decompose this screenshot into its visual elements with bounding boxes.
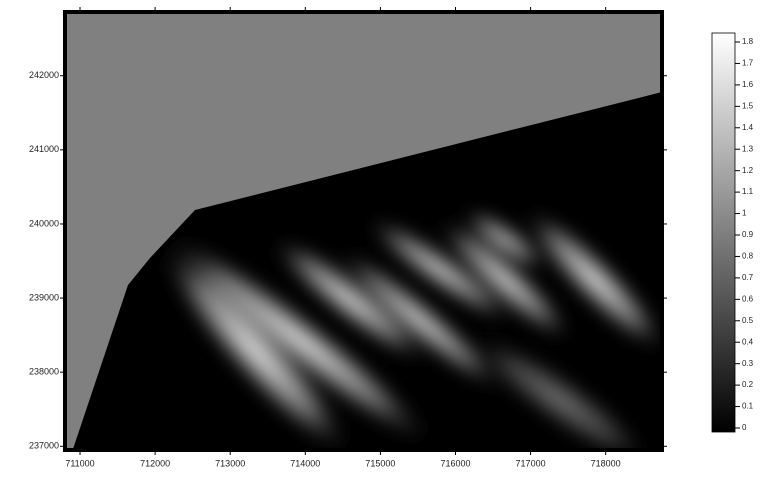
chart: 711000 712000 713000 714000 715000 716000 7170… — [0, 0, 765, 480]
x-tick-label: 716000 — [440, 458, 470, 468]
colorbar-tick-label: 0.5 — [742, 316, 754, 325]
y-tick-label: 238000 — [29, 367, 59, 377]
x-tick-label: 712000 — [140, 458, 170, 468]
y-tick-label: 240000 — [29, 218, 59, 228]
colorbar-tick-label: 1.5 — [742, 101, 754, 110]
x-tick-label: 718000 — [591, 458, 621, 468]
colorbar-tick-label: 0.9 — [742, 230, 754, 239]
y-tick-label: 239000 — [29, 292, 59, 302]
colorbar-tick-label: 0.1 — [742, 402, 754, 411]
colorbar-tick-label: 1.8 — [742, 37, 754, 46]
y-tick-label: 241000 — [29, 144, 59, 154]
colorbar — [712, 33, 735, 432]
y-tick-label: 242000 — [29, 70, 59, 80]
map — [65, 12, 680, 480]
colorbar-tick-label: 1.4 — [742, 123, 754, 132]
colorbar-tick-label: 1.1 — [742, 187, 754, 196]
colorbar-tick-label: 1 — [742, 209, 747, 218]
x-tick-label: 717000 — [516, 458, 546, 468]
colorbar-tick-label: 1.7 — [742, 59, 754, 68]
colorbar-tick-label: 0.4 — [742, 337, 754, 346]
colorbar-tick-label: 1.2 — [742, 166, 754, 175]
colorbar-tick-label: 1.6 — [742, 80, 754, 89]
colorbar-tick-label: 0.6 — [742, 294, 754, 303]
colorbar-tick-label: 0.8 — [742, 252, 754, 261]
y-tick-label: 237000 — [29, 441, 59, 451]
colorbar-tick-label: 0.3 — [742, 359, 754, 368]
colorbar-tick-label: 0.2 — [742, 380, 754, 389]
colorbar-tick-label: 0 — [742, 423, 747, 432]
x-tick-label: 713000 — [215, 458, 245, 468]
x-tick-label: 711000 — [65, 458, 94, 468]
colorbar-tick-label: 1.3 — [742, 144, 754, 153]
colorbar-tick-label: 0.7 — [742, 273, 754, 282]
page: 711000 712000 713000 714000 715000 716000 7170… — [0, 0, 765, 480]
x-tick-label: 715000 — [365, 458, 395, 468]
x-tick-label: 714000 — [290, 458, 320, 468]
